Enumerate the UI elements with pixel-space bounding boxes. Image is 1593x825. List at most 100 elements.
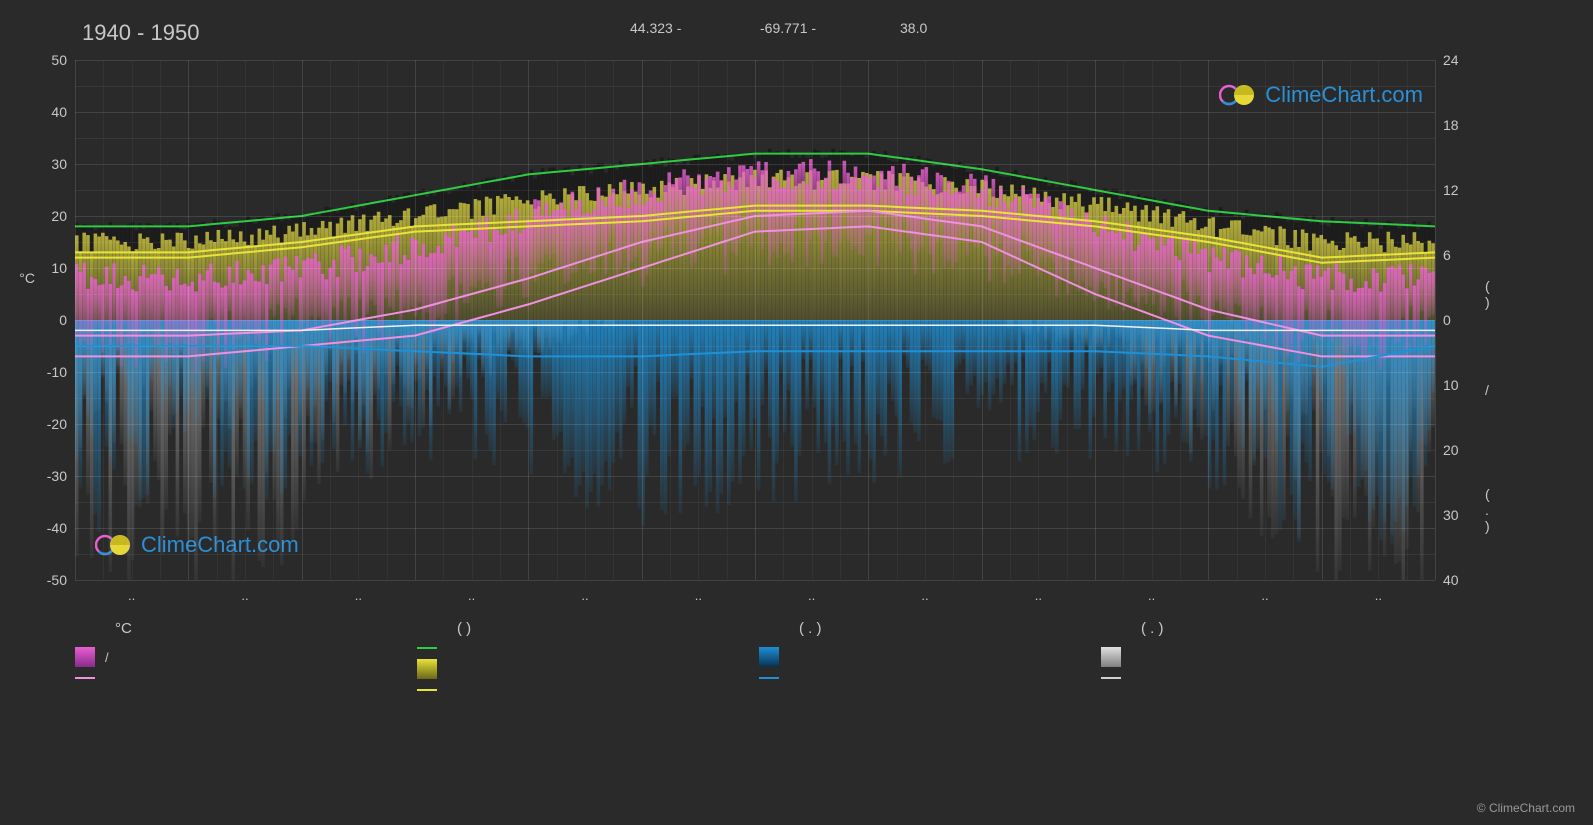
legend-line [75, 677, 95, 679]
coord-lat: 44.323 - [630, 20, 681, 36]
grid-line-v-minor [1237, 60, 1238, 580]
left-tick-label: -50 [47, 572, 67, 588]
x-tick-label: .. [695, 588, 702, 603]
left-tick-label: -20 [47, 416, 67, 432]
legend-line [417, 647, 437, 649]
left-tick-label: 30 [51, 156, 67, 172]
left-tick-label: -10 [47, 364, 67, 380]
left-tick-label: 0 [59, 312, 67, 328]
grid-line-v [1095, 60, 1096, 580]
right-axis-glyph: ( ) [1485, 278, 1490, 310]
legend-item: / [75, 647, 409, 667]
grid-line-v-minor [613, 60, 614, 580]
grid-line-v [188, 60, 189, 580]
grid-line-v [642, 60, 643, 580]
x-tick-label: .. [921, 588, 928, 603]
copyright: © ClimeChart.com [1477, 801, 1575, 815]
legend-swatch [1101, 647, 1121, 667]
legend-header: ( . ) [1101, 620, 1435, 637]
grid-line-v-minor [1038, 60, 1039, 580]
legend: °C / ( ) ( . ) ( . ) [75, 620, 1435, 691]
legend-line [1101, 677, 1121, 679]
grid-line-v-minor [273, 60, 274, 580]
legend-item [759, 677, 1093, 679]
left-tick-label: 10 [51, 260, 67, 276]
grid-line-v-minor [698, 60, 699, 580]
grid-line-v-minor [1265, 60, 1266, 580]
legend-line [417, 689, 437, 691]
grid-line-v-minor [1293, 60, 1294, 580]
grid-line-v-minor [897, 60, 898, 580]
grid-line-v-minor [783, 60, 784, 580]
grid-line-v-minor [358, 60, 359, 580]
right-tick-label: 40 [1443, 572, 1459, 588]
grid-line-v [1208, 60, 1209, 580]
right-tick-label: 6 [1443, 247, 1451, 263]
grid-line-v-minor [1010, 60, 1011, 580]
left-tick-label: 40 [51, 104, 67, 120]
grid-line-v-minor [1378, 60, 1379, 580]
left-tick-label: -30 [47, 468, 67, 484]
grid-line-v-minor [387, 60, 388, 580]
grid-line-v [1435, 60, 1436, 580]
grid-line-v-minor [1152, 60, 1153, 580]
grid-line-v [302, 60, 303, 580]
grid-line-v-minor [1407, 60, 1408, 580]
legend-item [417, 647, 751, 649]
grid-line-v-minor [132, 60, 133, 580]
grid-line-v-minor [585, 60, 586, 580]
grid-line-v-minor [1067, 60, 1068, 580]
coord-lon: -69.771 - [760, 20, 816, 36]
grid-line-v-minor [1123, 60, 1124, 580]
legend-item [75, 677, 409, 679]
grid-line-v-minor [1180, 60, 1181, 580]
grid-line-v-minor [1350, 60, 1351, 580]
right-tick-label: 24 [1443, 52, 1459, 68]
x-tick-label: .. [1375, 588, 1382, 603]
x-tick-label: .. [128, 588, 135, 603]
right-tick-label: 0 [1443, 312, 1451, 328]
legend-item [417, 659, 751, 679]
grid-line-v [415, 60, 416, 580]
period-title: 1940 - 1950 [82, 20, 199, 46]
grid-line-v-minor [245, 60, 246, 580]
right-tick-label: 20 [1443, 442, 1459, 458]
x-tick-label: .. [355, 588, 362, 603]
legend-item [417, 689, 751, 691]
grid-line-v [528, 60, 529, 580]
legend-item [1101, 677, 1435, 679]
legend-line [759, 677, 779, 679]
left-tick-label: 20 [51, 208, 67, 224]
right-axis-glyph: ( . ) [1485, 486, 1490, 534]
grid-line-v-minor [103, 60, 104, 580]
right-axis-glyph: / [1485, 382, 1489, 398]
chart-area: °C 50403020100-10-20-30-40-50 2418126010… [75, 60, 1435, 580]
x-tick-label: .. [468, 588, 475, 603]
x-tick-label: .. [581, 588, 588, 603]
legend-header: ( . ) [759, 620, 1093, 637]
legend-header: ( ) [417, 620, 751, 637]
x-tick-label: .. [1035, 588, 1042, 603]
grid-line-v-minor [953, 60, 954, 580]
legend-item [759, 647, 1093, 667]
legend-swatch [417, 659, 437, 679]
left-tick-label: 50 [51, 52, 67, 68]
grid-line-v-minor [812, 60, 813, 580]
grid-line-v-minor [840, 60, 841, 580]
grid-line-v [75, 60, 76, 580]
legend-header: °C [75, 620, 409, 637]
grid-line-v [755, 60, 756, 580]
grid-line-v-minor [925, 60, 926, 580]
right-tick-label: 30 [1443, 507, 1459, 523]
grid-line-v-minor [727, 60, 728, 580]
grid-line-h [75, 580, 1435, 581]
right-tick-label: 12 [1443, 182, 1459, 198]
x-tick-label: .. [241, 588, 248, 603]
grid-line-v [1322, 60, 1323, 580]
x-tick-label: .. [808, 588, 815, 603]
left-axis-title: °C [19, 270, 35, 286]
grid-line-v-minor [500, 60, 501, 580]
grid-line-v-minor [670, 60, 671, 580]
right-tick-label: 18 [1443, 117, 1459, 133]
right-tick-label: 10 [1443, 377, 1459, 393]
